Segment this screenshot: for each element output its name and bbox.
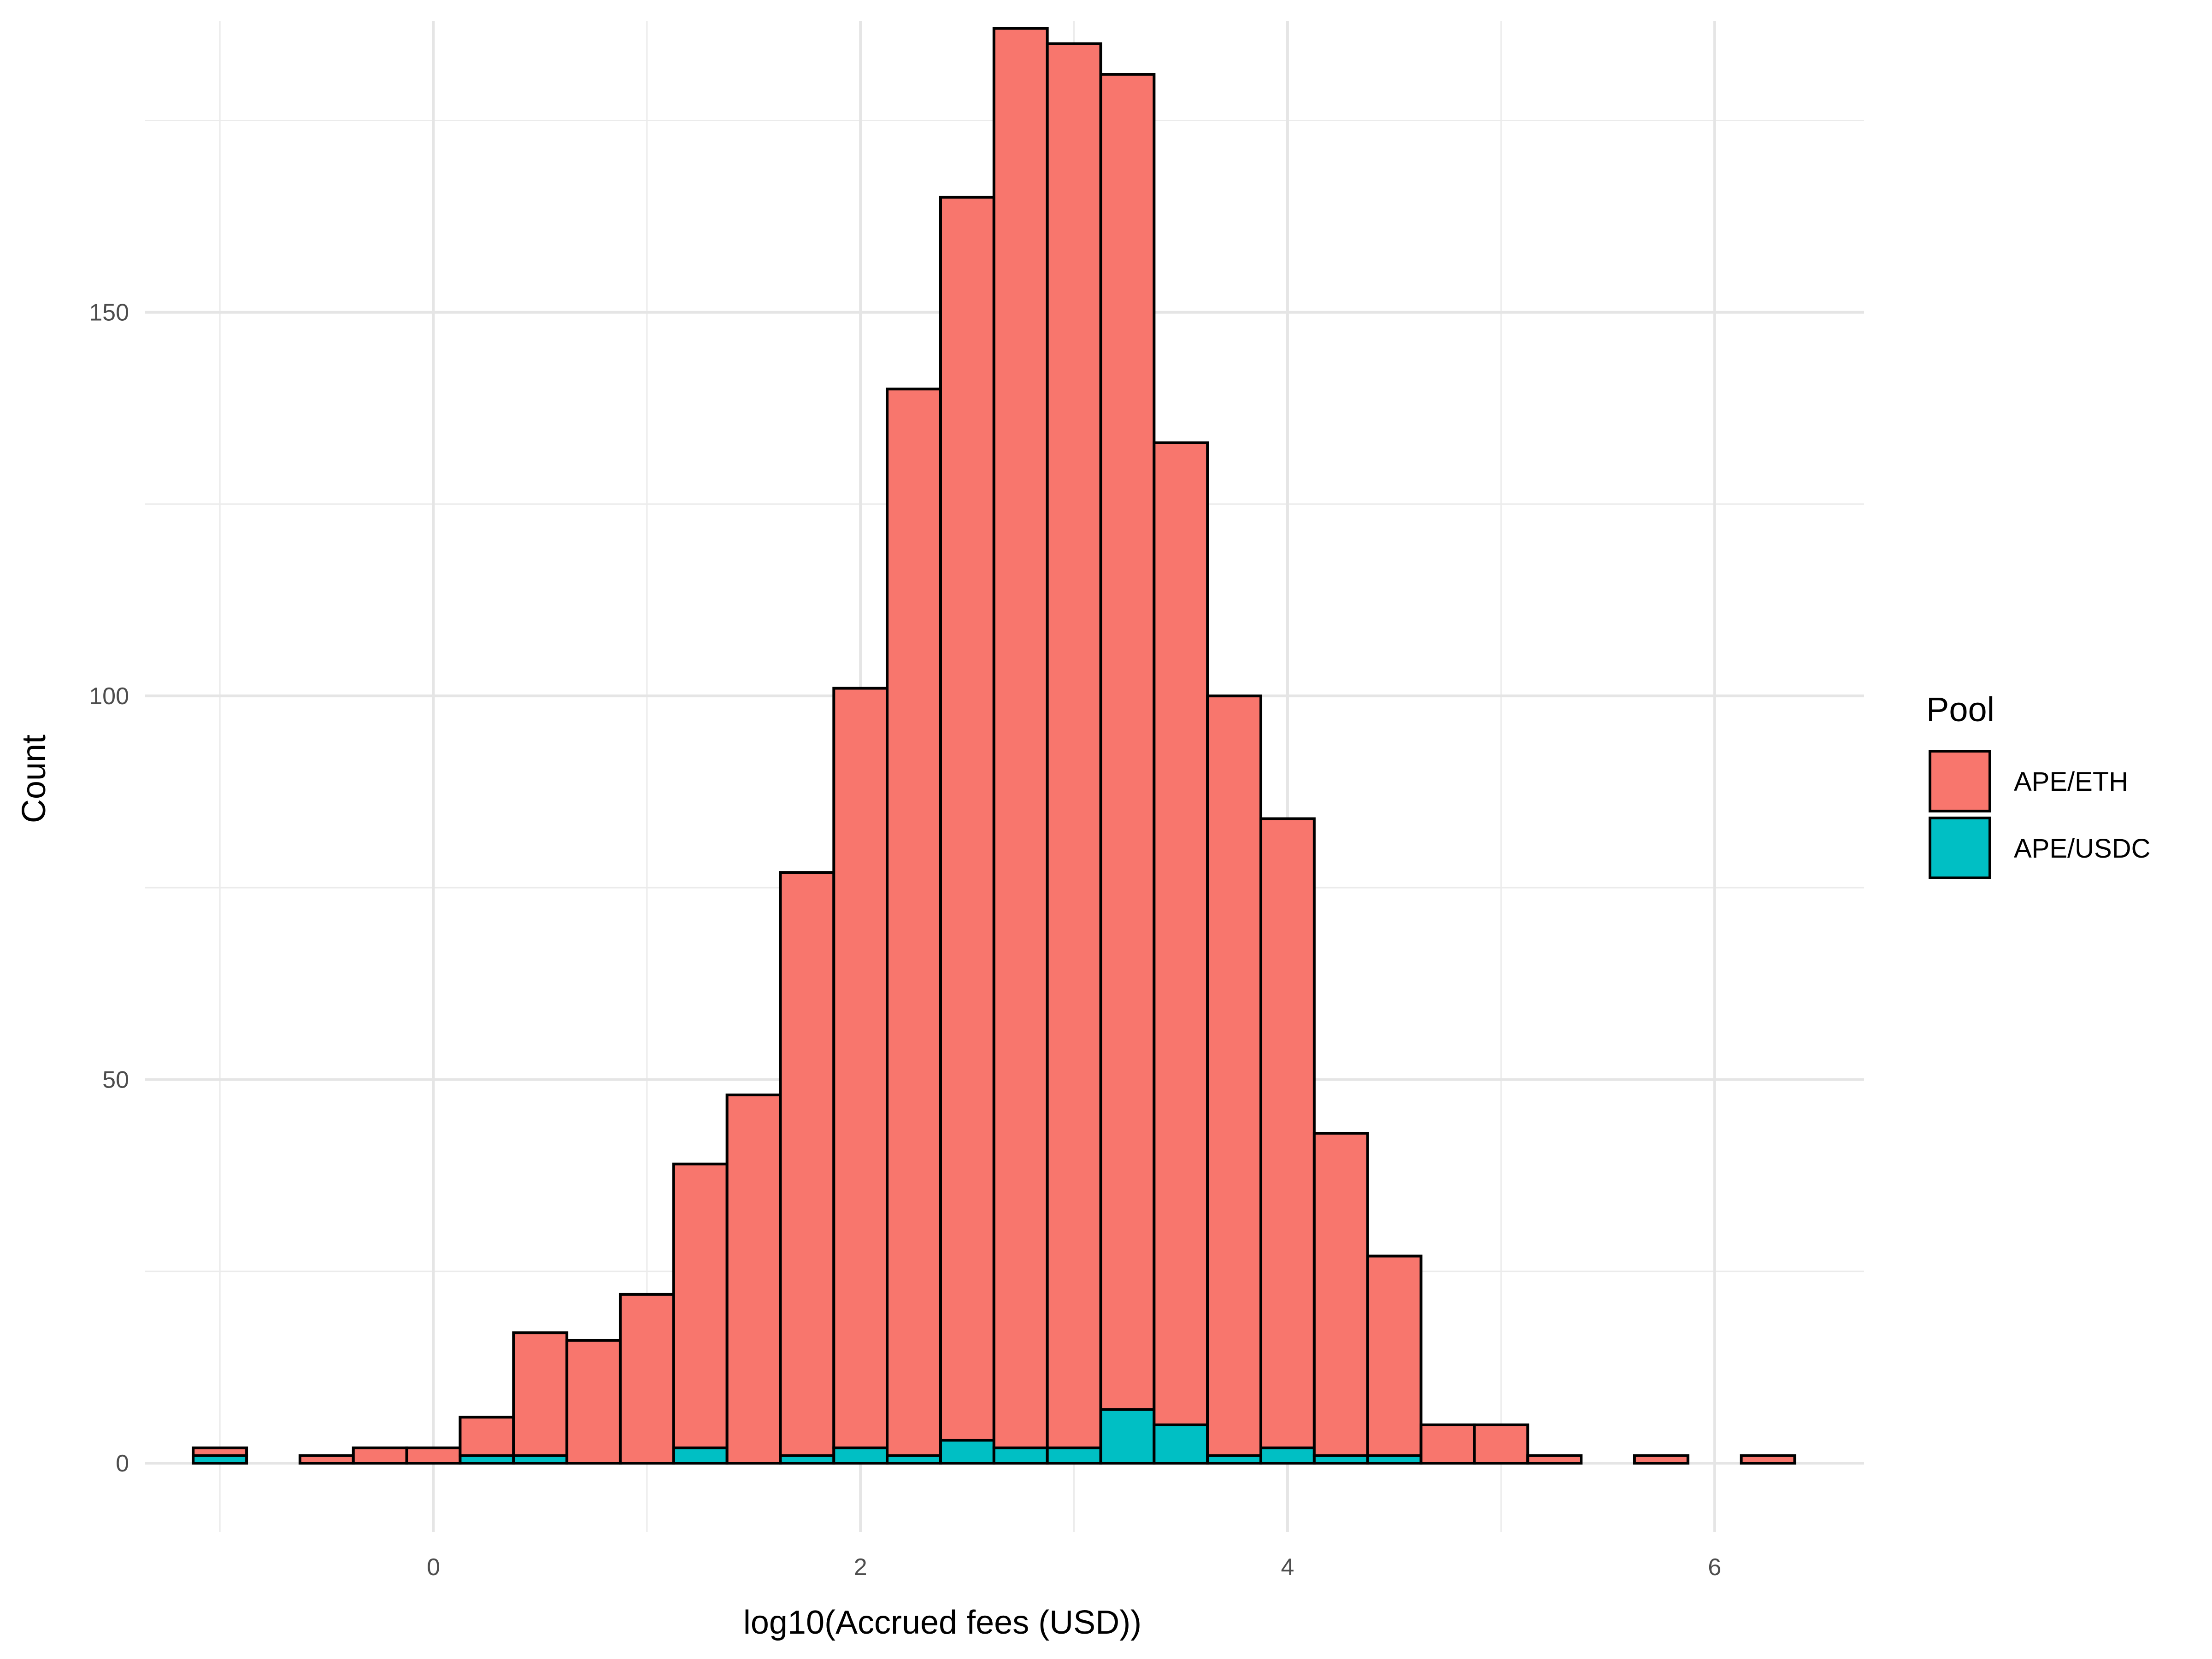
legend-title: Pool <box>1926 690 1994 729</box>
bar-ape-eth <box>1312 1132 1369 1457</box>
bar-ape-eth <box>192 1446 248 1457</box>
x-axis-title: log10(Accrued fees (USD)) <box>743 1604 1141 1641</box>
x-tick-label: 2 <box>854 1554 867 1581</box>
bar-ape-eth <box>512 1331 569 1457</box>
x-tick-label: 0 <box>427 1554 440 1581</box>
bar-ape-eth <box>298 1454 355 1465</box>
bar-ape-eth <box>565 1339 622 1465</box>
legend-key-ape-eth <box>1929 750 1991 812</box>
bar-ape-usdc <box>939 1439 995 1465</box>
bar-ape-usdc <box>672 1446 729 1465</box>
y-tick-label: 100 <box>89 683 129 710</box>
bars-layer <box>192 27 1796 1465</box>
legend-label-ape-usdc: APE/USDC <box>2014 834 2151 864</box>
bar-ape-eth <box>725 1093 782 1465</box>
bar-ape-eth <box>459 1416 515 1457</box>
bar-ape-eth <box>1099 73 1156 1411</box>
y-axis-ticks: 0 50 100 150 <box>89 300 129 1477</box>
bar-ape-usdc <box>832 1446 889 1465</box>
bar-ape-eth <box>939 195 995 1442</box>
bar-ape-eth <box>1259 817 1316 1449</box>
x-tick-label: 4 <box>1281 1554 1294 1581</box>
y-tick-label: 50 <box>102 1067 129 1094</box>
bar-ape-usdc <box>992 1446 1049 1465</box>
bar-ape-eth <box>992 27 1049 1449</box>
bar-ape-eth <box>1473 1423 1530 1465</box>
x-axis-ticks: 0 2 4 6 <box>427 1554 1721 1581</box>
legend-label-ape-eth: APE/ETH <box>2014 767 2128 797</box>
bar-ape-usdc <box>1153 1423 1209 1465</box>
bar-ape-eth <box>1526 1454 1583 1465</box>
bar-ape-eth <box>1633 1454 1689 1465</box>
legend-key-ape-usdc <box>1929 817 1991 879</box>
bar-ape-eth <box>1366 1254 1423 1457</box>
y-tick-label: 0 <box>116 1450 129 1477</box>
bar-ape-eth <box>832 687 889 1449</box>
bar-ape-eth <box>618 1293 675 1465</box>
x-tick-label: 6 <box>1708 1554 1721 1581</box>
bar-ape-eth <box>1046 42 1102 1449</box>
bar-ape-eth <box>886 388 942 1457</box>
bar-ape-usdc <box>1259 1446 1316 1465</box>
bar-ape-eth <box>779 871 835 1457</box>
bar-ape-eth <box>352 1446 408 1465</box>
bar-ape-usdc <box>1099 1408 1156 1465</box>
bar-ape-eth <box>405 1446 462 1465</box>
bar-ape-eth <box>1740 1454 1796 1465</box>
bar-ape-eth <box>672 1162 729 1449</box>
bar-ape-eth <box>1419 1423 1476 1465</box>
bar-ape-eth <box>1153 441 1209 1426</box>
y-tick-label: 150 <box>89 300 129 326</box>
legend: Pool APE/ETH APE/USDC <box>1926 690 2151 879</box>
bar-ape-eth <box>1206 694 1263 1457</box>
bar-ape-usdc <box>1046 1446 1102 1465</box>
y-axis-title: Count <box>16 735 53 823</box>
